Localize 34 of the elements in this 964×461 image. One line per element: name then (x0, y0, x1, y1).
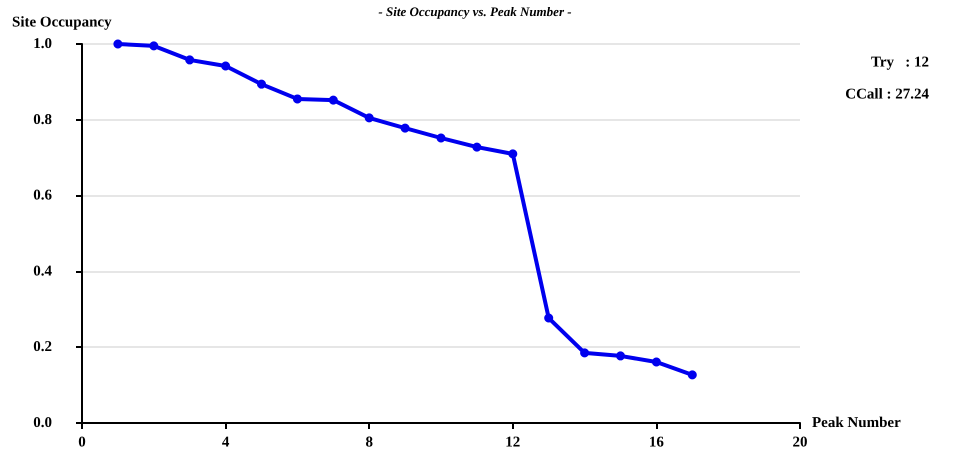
y-tick-label: 0.2 (33, 339, 52, 356)
point (328, 96, 338, 105)
point (580, 348, 590, 358)
x-tick-label: 20 (792, 434, 808, 450)
point (616, 351, 625, 360)
x-tick-label: 4 (222, 434, 230, 450)
chart-title: - Site Occupancy vs. Peak Number - (378, 4, 572, 19)
point (185, 55, 194, 64)
y-tick-label: 0.0 (33, 415, 52, 431)
point (652, 357, 661, 366)
point (149, 41, 158, 50)
y-tick-label: 0.8 (33, 112, 52, 128)
point (436, 133, 446, 142)
point (364, 113, 374, 122)
point (508, 149, 518, 158)
point (113, 40, 122, 48)
point (400, 124, 410, 133)
x-tick-label: 16 (648, 434, 664, 450)
y-tick-label: 0.6 (33, 188, 52, 204)
text: Try : 12 (870, 54, 930, 70)
point (221, 61, 230, 70)
x-axis-title: Peak Number (812, 415, 902, 431)
y-axis-title: Site Occupancy (12, 14, 112, 30)
point (257, 80, 266, 89)
point (688, 370, 697, 380)
point (292, 94, 302, 104)
x-tick-label: 0 (78, 434, 86, 450)
x-tick-label: 12 (505, 434, 520, 450)
y-tick-label: 1.0 (33, 36, 52, 52)
y-tick-label: 0.4 (33, 263, 52, 280)
point (544, 314, 554, 323)
text: CCall : 27.24 (845, 86, 930, 102)
x-tick-label: 8 (365, 434, 373, 450)
point (472, 142, 482, 152)
